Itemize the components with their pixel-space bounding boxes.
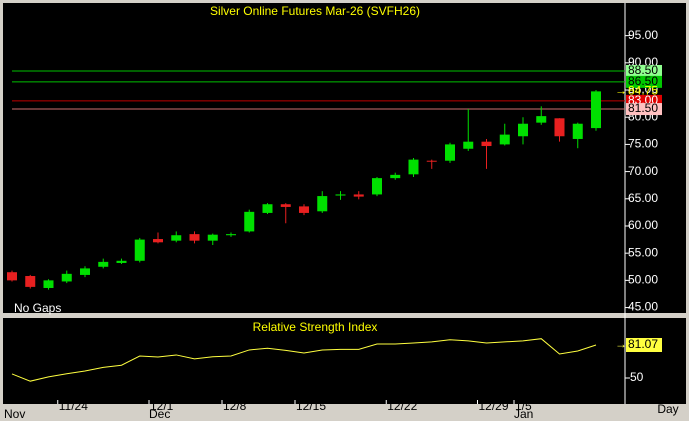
candle-body (299, 206, 309, 213)
level-label-bg (626, 64, 662, 77)
y-tick-label: 75.00 (628, 137, 658, 151)
month-label: Jan (514, 407, 533, 421)
candle-body (171, 235, 182, 241)
month-label: Dec (149, 407, 170, 421)
y-tick-label: 70.00 (628, 164, 658, 178)
candle-body (372, 178, 382, 195)
x-tick-label: 12/1 (150, 399, 174, 413)
level-label: 86.50 (628, 74, 658, 88)
candle-body (134, 239, 145, 261)
candle-body (518, 123, 528, 137)
note: No Gaps (14, 301, 61, 315)
chart-title: Silver Online Futures Mar-26 (SVFH26) (210, 4, 420, 18)
candle-body (536, 116, 547, 123)
x-tick-label: 12/22 (387, 399, 417, 413)
rsi-line (11, 338, 597, 382)
level-label: 88.50 (628, 63, 658, 77)
y-tick-label: 45.00 (628, 300, 658, 314)
y-tick-label: 55.00 (628, 245, 658, 259)
y-tick-label: 50 (630, 370, 644, 384)
candle-body (390, 174, 401, 179)
y-tick-label: 65.00 (628, 191, 658, 205)
x-tick-label: 12/15 (296, 399, 326, 413)
candle-body (244, 211, 255, 232)
candle-body (43, 280, 54, 288)
candle-body (408, 159, 419, 175)
candle-body (7, 272, 17, 281)
candle-body (335, 194, 346, 196)
x-tick-label: 12/29 (479, 399, 509, 413)
last-value-arrow: → (615, 337, 627, 351)
candle-body (445, 144, 455, 161)
rsi-panel (3, 318, 686, 404)
x-tick-label: 11/24 (59, 399, 88, 413)
month-label: Nov (4, 407, 25, 421)
y-tick-label: 95.00 (628, 28, 658, 42)
candle-body (189, 234, 200, 241)
candle-body (153, 239, 163, 243)
candle-body (61, 273, 72, 282)
x-tick-label: 12/8 (223, 399, 247, 413)
candle-body (262, 204, 273, 213)
candle-body (481, 141, 492, 147)
level-label-bg (626, 103, 662, 116)
candle-body (116, 260, 127, 263)
last-price-arrow: → (615, 84, 627, 98)
candle-body (463, 141, 474, 149)
x-axis-label: Day (657, 402, 678, 416)
candle-body (280, 204, 291, 207)
candle-body (226, 234, 236, 236)
y-tick-label: 50.00 (628, 273, 658, 287)
rsi-title: Relative Strength Index (253, 320, 378, 334)
y-tick-label: 60.00 (628, 218, 658, 232)
level-label: 81.50 (628, 101, 658, 115)
x-tick-label: 1/5 (515, 399, 532, 413)
candle-body (80, 268, 90, 275)
candle-body (98, 261, 109, 267)
candle-body (554, 118, 565, 137)
candle-body (499, 134, 510, 145)
last-value-bg (626, 337, 662, 352)
last-price-label: 84.75 (628, 84, 658, 98)
candle-body (25, 276, 36, 287)
candle-body (572, 123, 583, 139)
level-label-bg (626, 75, 662, 88)
candle-body (591, 91, 601, 129)
candle-body (317, 196, 328, 212)
last-value-label: 81.07 (628, 337, 658, 351)
candle-body (353, 194, 364, 197)
candle-body (426, 160, 437, 162)
candle-body (207, 234, 218, 241)
